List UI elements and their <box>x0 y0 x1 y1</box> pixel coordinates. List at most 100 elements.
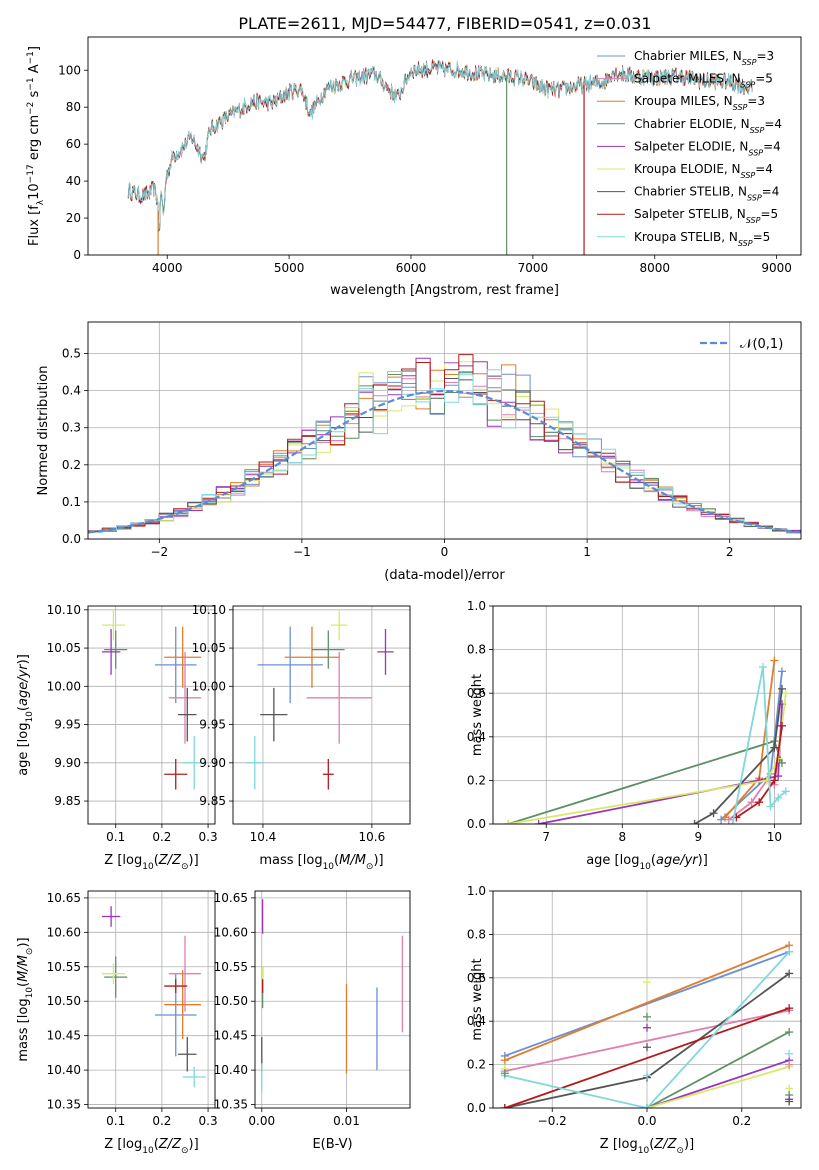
y-tick-label: 10.45 <box>47 1029 81 1043</box>
spectrum-lines <box>127 59 753 255</box>
weight-line-salpeter_elodie <box>646 1059 790 1108</box>
y-tick-label: 40 <box>66 174 81 188</box>
age_vs_mass-panel: 10.4 10.6 9.85 9.90 9.95 10.00 10.05 10.10 mass … <box>192 603 411 872</box>
legend-label-chabrier_stelib: Chabrier STELIB, NSSP=4 <box>634 185 779 203</box>
x-tick-label: 10.4 <box>250 830 277 844</box>
points <box>261 899 404 1091</box>
y-tick-label: 0.0 <box>62 532 81 546</box>
weight-marker-kroupa_stelib <box>766 802 775 811</box>
stacked-marker <box>643 1012 651 1021</box>
y-tick-label: 0.4 <box>62 384 81 398</box>
x-tick-label: −0.2 <box>538 1114 567 1128</box>
y-axis-label: mass [log10(M/M⊙)] <box>16 937 35 1061</box>
y-tick-label: 0.2 <box>467 1058 486 1072</box>
x-axis-label: mass [log10(M/M⊙)] <box>259 853 383 872</box>
y-tick-label: 0.4 <box>467 730 486 744</box>
legend-label-kroupa_elodie: Kroupa ELODIE, NSSP=4 <box>634 162 773 180</box>
stacked-marker <box>643 978 651 987</box>
mass_weight_vs_age-panel: 7 8 9 10 0.0 0.2 0.4 0.6 0.8 1.0 age [log10(age/yr… <box>467 599 802 872</box>
weight-line-salpeter_stelib <box>735 725 783 819</box>
x-tick-label: 0.0 <box>637 1114 656 1128</box>
panels: 4000 5000 6000 7000 8000 9000020406080100Chab… <box>16 36 802 1156</box>
y-tick-label: 0.1 <box>62 495 81 509</box>
x-tick-label: 0 <box>441 545 449 559</box>
x-tick-label: 1 <box>583 545 591 559</box>
weight-marker-kroupa_miles <box>770 656 779 665</box>
y-tick-label: 10.35 <box>214 1098 248 1112</box>
spectrum-kroupa_stelib <box>127 60 753 230</box>
y-tick-label: 0 <box>73 248 81 262</box>
weight-marker-kroupa_stelib <box>785 947 794 956</box>
stacked-marker <box>643 1071 651 1080</box>
weight-marker-salpeter_stelib <box>770 776 779 785</box>
legend-label-salpeter_miles: Salpeter MILES, NSSP=5 <box>634 72 773 90</box>
weight-marker-kroupa_elodie <box>781 689 790 698</box>
x-tick-label: 8 <box>618 830 626 844</box>
legend-label-kroupa_miles: Kroupa MILES, NSSP=3 <box>634 94 765 112</box>
y-tick-label: 9.90 <box>54 756 81 770</box>
y-tick-label: 0.2 <box>467 773 486 787</box>
legend-label-chabrier_elodie: Chabrier ELODIE, NSSP=4 <box>634 117 782 135</box>
y-tick-label: 10.10 <box>192 603 226 617</box>
weight-marker-kroupa_stelib <box>643 1104 651 1108</box>
weight-marker-salpeter_elodie <box>534 820 543 824</box>
x-tick-label: 4000 <box>152 261 183 275</box>
x-tick-label: 0.2 <box>152 1114 171 1128</box>
weight-line-kroupa_stelib <box>504 951 790 1108</box>
x-tick-label: 0.1 <box>106 1114 125 1128</box>
x-tick-label: 10.6 <box>359 830 386 844</box>
axes-frame <box>492 890 802 1109</box>
x-tick-label: 10 <box>767 830 782 844</box>
y-tick-label: 10.50 <box>214 994 248 1008</box>
mass_vs_Z-panel: 0.1 0.2 0.3 10.35 10.40 10.45 10.50 10.55 10.60 1… <box>16 890 218 1156</box>
y-tick-label: 9.95 <box>199 718 226 732</box>
x-tick-label: 0.2 <box>152 830 171 844</box>
x-tick-label: 9000 <box>761 261 792 275</box>
axes-frame <box>87 36 802 256</box>
axes-frame <box>492 605 802 825</box>
figure-title: PLATE=2611, MJD=54477, FIBERID=0541, z=0… <box>238 14 651 33</box>
weight-line-chabrier_miles <box>504 950 790 1057</box>
axes-frame <box>254 890 411 1109</box>
y-tick-label: 0.0 <box>467 1101 486 1115</box>
weight-marker-chabrier_miles <box>777 667 786 676</box>
x-tick-label: 7000 <box>518 261 549 275</box>
axes-frame <box>87 605 216 825</box>
y-axis-label: mass weight <box>470 958 485 1040</box>
x-tick-label: 0.00 <box>248 1114 275 1128</box>
weight-marker-chabrier_stelib <box>785 969 794 978</box>
weight-marker-salpeter_stelib <box>777 721 786 730</box>
residuals-panel: −2 −1 0 1 2 0.0 0.1 0.2 0.3 0.4 0.5 𝒩(0,1) (data-mod… <box>36 321 802 583</box>
x-tick-label: 9 <box>695 830 703 844</box>
weight-marker-kroupa_miles <box>500 1056 509 1065</box>
weight-line-chabrier_miles <box>720 671 783 821</box>
x-tick-label: 2 <box>726 545 734 559</box>
y-tick-label: 10.55 <box>214 960 248 974</box>
x-tick-label: 0.2 <box>732 1114 751 1128</box>
y-tick-label: 10.40 <box>214 1063 248 1077</box>
axes-frame <box>87 890 216 1109</box>
y-tick-label: 60 <box>66 137 81 151</box>
weight-marker-chabrier_stelib <box>709 809 718 818</box>
stacked-marker <box>500 1069 509 1078</box>
y-tick-label: 10.65 <box>214 891 248 905</box>
y-tick-label: 1.0 <box>467 599 486 613</box>
age_vs_Z-panel: 0.1 0.2 0.3 9.85 9.90 9.95 10.00 10.05 10.10 Z [l… <box>16 603 218 872</box>
y-tick-label: 0.6 <box>467 686 486 700</box>
y-tick-label: 10.60 <box>214 925 248 939</box>
axes-frame <box>87 321 802 540</box>
x-tick-label: 7 <box>542 830 550 844</box>
y-tick-label: 9.85 <box>199 794 226 808</box>
points <box>101 609 206 790</box>
histogram-kroupa_stelib <box>88 369 801 535</box>
y-tick-label: 9.85 <box>54 794 81 808</box>
stacked-marker <box>643 1023 651 1032</box>
weight-line-kroupa_elodie <box>646 1065 790 1108</box>
x-tick-label: 0.3 <box>199 830 218 844</box>
mass_weight_vs_Z-panel: −0.2 0.0 0.2 0.0 0.2 0.4 0.6 0.8 1.0 Z [log10(Z/Z… <box>467 884 802 1156</box>
y-tick-label: 0.8 <box>467 643 486 657</box>
weight-line-chabrier_elodie <box>646 1031 790 1108</box>
y-tick-label: 0.8 <box>467 927 486 941</box>
weight-marker-salpeter_stelib <box>755 798 764 807</box>
y-tick-label: 10.65 <box>47 891 81 905</box>
